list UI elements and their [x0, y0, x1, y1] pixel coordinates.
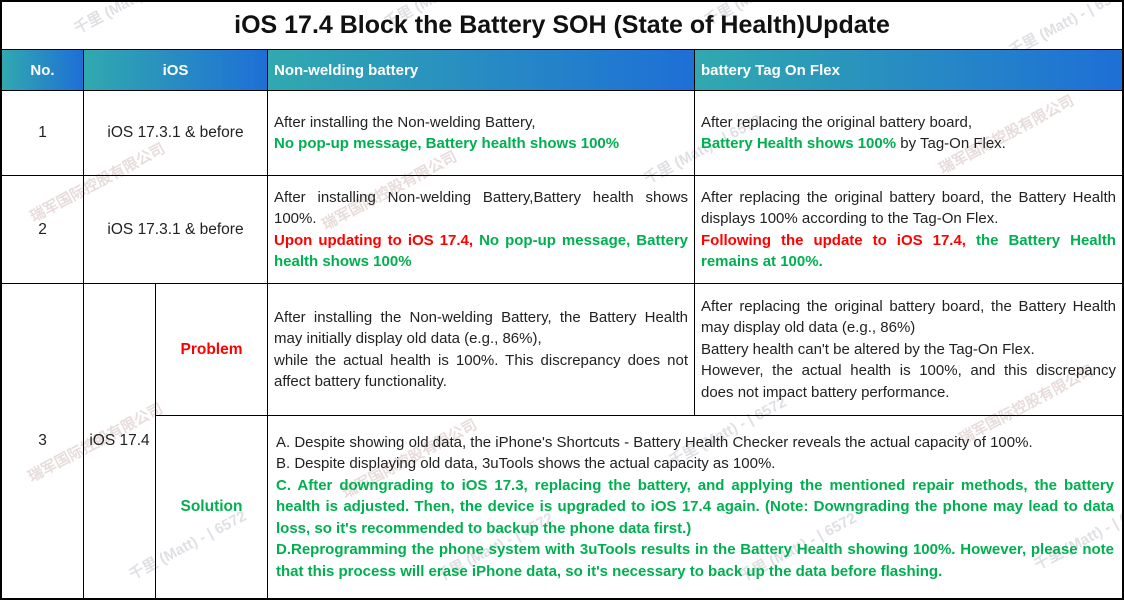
- row2-tagonflex-red: Following the update to iOS 17.4,: [701, 231, 966, 249]
- row3-problem-tag-on-flex-cell: After replacing the original battery boa…: [695, 284, 1122, 416]
- row1-ios: iOS 17.3.1 & before: [84, 91, 268, 176]
- row3-problem-tagonflex-text: After replacing the original battery boa…: [701, 297, 1116, 401]
- row1-tag-on-flex-cell: After replacing the original battery boa…: [695, 91, 1122, 176]
- row2-tagonflex-black: After replacing the original battery boa…: [701, 188, 1116, 228]
- row1-tagonflex-line2: Battery Health shows 100% by Tag-On Flex…: [701, 133, 1116, 155]
- row1-nonwelding-line1: After installing the Non-welding Battery…: [274, 113, 536, 131]
- solution-line-b: B. Despite displaying old data, 3uTools …: [276, 455, 776, 473]
- row1-tagonflex-green: Battery Health shows 100%: [701, 135, 897, 152]
- row3-no: 3: [2, 284, 84, 598]
- row3-problem-label: Problem: [156, 284, 268, 416]
- row3-solution-cell: A. Despite showing old data, the iPhone'…: [268, 416, 1122, 598]
- row2-tag-on-flex-cell: After replacing the original battery boa…: [695, 176, 1122, 284]
- header-battery-tag-on-flex: battery Tag On Flex: [695, 50, 1122, 91]
- row3-problem-nonwelding-text: After installing the Non-welding Battery…: [274, 308, 688, 391]
- row2-tagonflex-highlight: Following the update to iOS 17.4, the Ba…: [701, 230, 1116, 273]
- solution-line-a: A. Despite showing old data, the iPhone'…: [276, 433, 1033, 451]
- row2-nonwelding-red: Upon updating to iOS 17.4,: [274, 231, 474, 249]
- row1-tagonflex-line1: After replacing the original battery boa…: [701, 113, 972, 131]
- row1-no: 1: [2, 91, 84, 176]
- row2-no: 2: [2, 176, 84, 284]
- row2-nonwelding-green: No pop-up message, Battery health shows …: [274, 231, 688, 271]
- header-ios: iOS: [84, 50, 268, 91]
- solution-line-d: D.Reprogramming the phone system with 3u…: [276, 541, 1114, 580]
- row3-ios: iOS 17.4: [84, 284, 156, 598]
- row2-nonwelding-highlight: Upon updating to iOS 17.4, No pop-up mes…: [274, 230, 688, 273]
- row1-nonwelding-line2: No pop-up message, Battery health shows …: [274, 135, 620, 152]
- header-no: No.: [2, 50, 84, 91]
- solution-line-c: C. After downgrading to iOS 17.3, replac…: [276, 476, 1114, 537]
- header-non-welding-battery: Non-welding battery: [268, 50, 695, 91]
- row3-solution-label: Solution: [156, 416, 268, 598]
- row1-non-welding-cell: After installing the Non-welding Battery…: [268, 91, 695, 176]
- row2-tagonflex-green: the Battery Health remains at 100%.: [701, 231, 1116, 271]
- row2-ios: iOS 17.3.1 & before: [84, 176, 268, 284]
- page-title: iOS 17.4 Block the Battery SOH (State of…: [2, 2, 1122, 50]
- row2-nonwelding-black: After installing Non-welding Battery,Bat…: [274, 188, 688, 228]
- row2-non-welding-cell: After installing Non-welding Battery,Bat…: [268, 176, 695, 284]
- row3-problem-non-welding-cell: After installing the Non-welding Battery…: [268, 284, 695, 416]
- row1-tagonflex-black2: by Tag-On Flex.: [896, 135, 1006, 152]
